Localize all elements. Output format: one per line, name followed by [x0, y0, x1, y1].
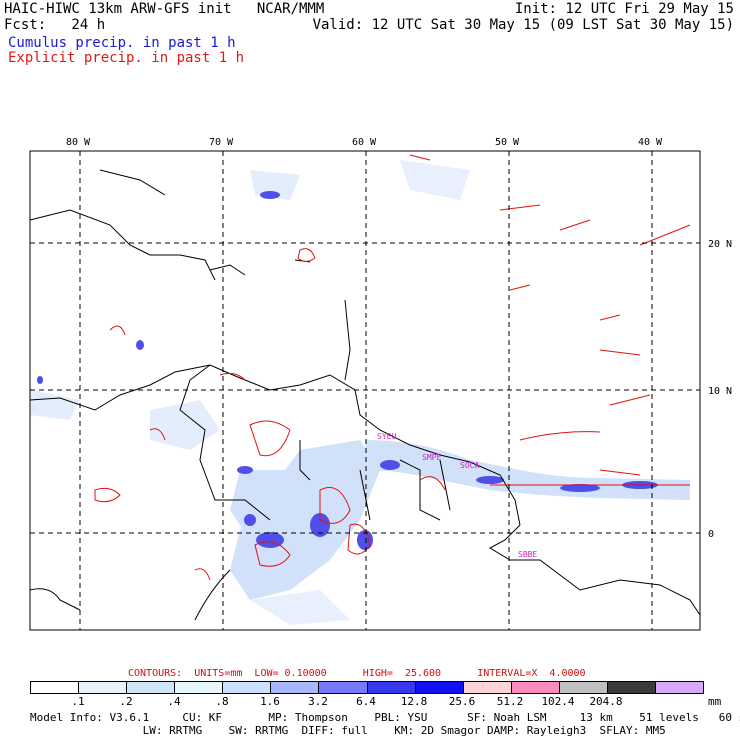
- valid-time: Valid: 12 UTC Sat 30 May 15 (09 LST Sat …: [312, 17, 734, 33]
- color-scale-box: [511, 682, 560, 693]
- plot-title: HAIC-HIWC 13km ARW-GFS init NCAR/MMM: [4, 1, 325, 17]
- color-scale-box: [607, 682, 657, 693]
- lon-label: 50 W: [495, 137, 520, 148]
- color-scale-box: [463, 682, 512, 693]
- lat-lon-grid: [30, 151, 700, 630]
- color-scale-label: 25.6: [448, 695, 476, 708]
- color-scale-box: [223, 682, 272, 693]
- lon-label: 40 W: [638, 137, 663, 148]
- contour-info: CONTOURS: UNITS=mm LOW= 0.10000 HIGH= 25…: [128, 668, 586, 679]
- station-label: SBBE: [518, 550, 537, 559]
- color-scale-box: [559, 682, 608, 693]
- model-info-line2: LW: RRTMG SW: RRTMG DIFF: full KM: 2D Sm…: [30, 724, 666, 737]
- explicit-precip-contours: [94, 154, 691, 581]
- color-scale-label: 6.4: [356, 695, 376, 708]
- color-scale-box: [271, 682, 320, 693]
- color-scale-box: [319, 682, 368, 693]
- cumulus-precip-cores: [37, 191, 658, 550]
- init-time: Init: 12 UTC Fri 29 May 15: [514, 1, 734, 17]
- color-scale-label: 102.4: [541, 695, 575, 708]
- color-scale-box: [79, 682, 128, 693]
- station-label: SOCA: [460, 461, 479, 470]
- color-scale-label: .1: [71, 695, 85, 708]
- lat-label: 0: [708, 529, 714, 540]
- color-scale-units: mm: [708, 695, 722, 708]
- color-scale-box: [31, 682, 80, 693]
- color-scale-box: [127, 682, 176, 693]
- cumulus-precip-label: Cumulus precip. in past 1 h: [8, 35, 236, 51]
- model-info-line1: Model Info: V3.6.1 CU: KF MP: Thompson P…: [30, 711, 740, 724]
- forecast-hour: Fcst: 24 h: [4, 17, 106, 33]
- explicit-precip-label: Explicit precip. in past 1 h: [8, 50, 245, 66]
- coastlines: [29, 169, 701, 621]
- station-label: SYEU: [377, 432, 396, 441]
- color-scale-label: 51.2: [496, 695, 524, 708]
- color-scale-label: .4: [167, 695, 181, 708]
- color-scale: [30, 681, 704, 694]
- lat-label: 10 N: [708, 386, 732, 397]
- station-label: SMPE: [422, 453, 441, 462]
- lat-label: 20 N: [708, 239, 732, 250]
- color-scale-label: 204.8: [589, 695, 623, 708]
- color-scale-box: [656, 682, 704, 693]
- color-scale-label: .2: [119, 695, 133, 708]
- color-scale-label: 3.2: [308, 695, 328, 708]
- color-scale-box: [367, 682, 416, 693]
- color-scale-label: 12.8: [400, 695, 428, 708]
- lon-label: 70 W: [209, 137, 234, 148]
- color-scale-box: [415, 682, 464, 693]
- lon-label: 80 W: [66, 137, 91, 148]
- color-scale-label: 1.6: [260, 695, 280, 708]
- color-scale-label: .8: [215, 695, 229, 708]
- color-scale-box: [175, 682, 224, 693]
- lon-label: 60 W: [352, 137, 377, 148]
